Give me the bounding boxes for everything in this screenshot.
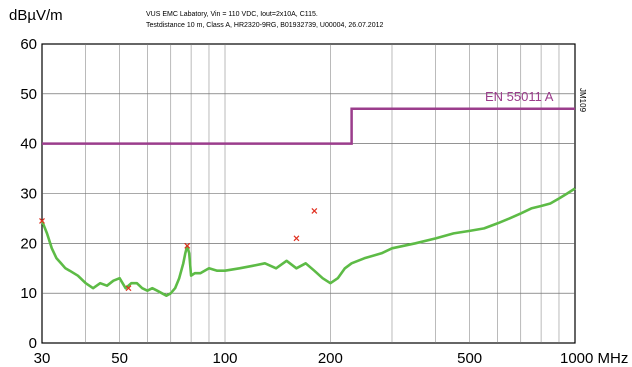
side-label: JM109 xyxy=(578,88,587,113)
x-tick-label: 30 xyxy=(34,350,51,367)
peak-marker-stroke xyxy=(311,208,318,214)
chart-note-line-2: Testdistance 10 m, Class A, HR2320-9RG, … xyxy=(146,22,383,29)
series-group xyxy=(40,187,576,298)
y-tick-label: 60 xyxy=(20,36,37,53)
peak-marker-stroke xyxy=(293,235,300,242)
series-line xyxy=(40,187,576,298)
limit-line-label: EN 55011 A xyxy=(485,89,554,104)
y-tick-label: 30 xyxy=(20,186,37,203)
y-tick-label: 0 xyxy=(29,335,37,352)
limit-line xyxy=(42,107,575,145)
x-tick-label: 500 xyxy=(457,350,482,367)
peak-marker-stroke xyxy=(184,242,191,249)
grid xyxy=(41,43,576,344)
y-tick-label: 10 xyxy=(20,285,37,302)
x-tick-label: 50 xyxy=(111,350,128,367)
peak-markers xyxy=(39,208,318,292)
x-tick-label: 1000 MHz xyxy=(560,350,628,367)
y-axis-label: dBµV/m xyxy=(9,7,63,24)
peak-marker xyxy=(311,208,318,214)
y-tick-labels: 0 10 20 30 40 50 60 xyxy=(20,36,37,352)
y-tick-label: 50 xyxy=(20,86,37,103)
x-tick-label: 100 xyxy=(212,350,237,367)
x-tick-label: 200 xyxy=(318,350,343,367)
peak-marker-stroke xyxy=(39,217,45,224)
y-tick-label: 40 xyxy=(20,136,37,153)
peak-marker xyxy=(39,217,45,224)
y-tick-label: 20 xyxy=(20,235,37,252)
limit-line-group xyxy=(42,107,575,145)
peak-marker xyxy=(293,235,300,242)
chart-note-line-1: VUS EMC Labatory, Vin = 110 VDC, Iout=2x… xyxy=(146,11,318,18)
peak-marker xyxy=(125,285,132,292)
peak-marker-stroke xyxy=(125,285,132,292)
x-tick-labels: 30 50 100 200 500 1000 MHz xyxy=(34,350,629,367)
peak-marker xyxy=(184,242,191,249)
